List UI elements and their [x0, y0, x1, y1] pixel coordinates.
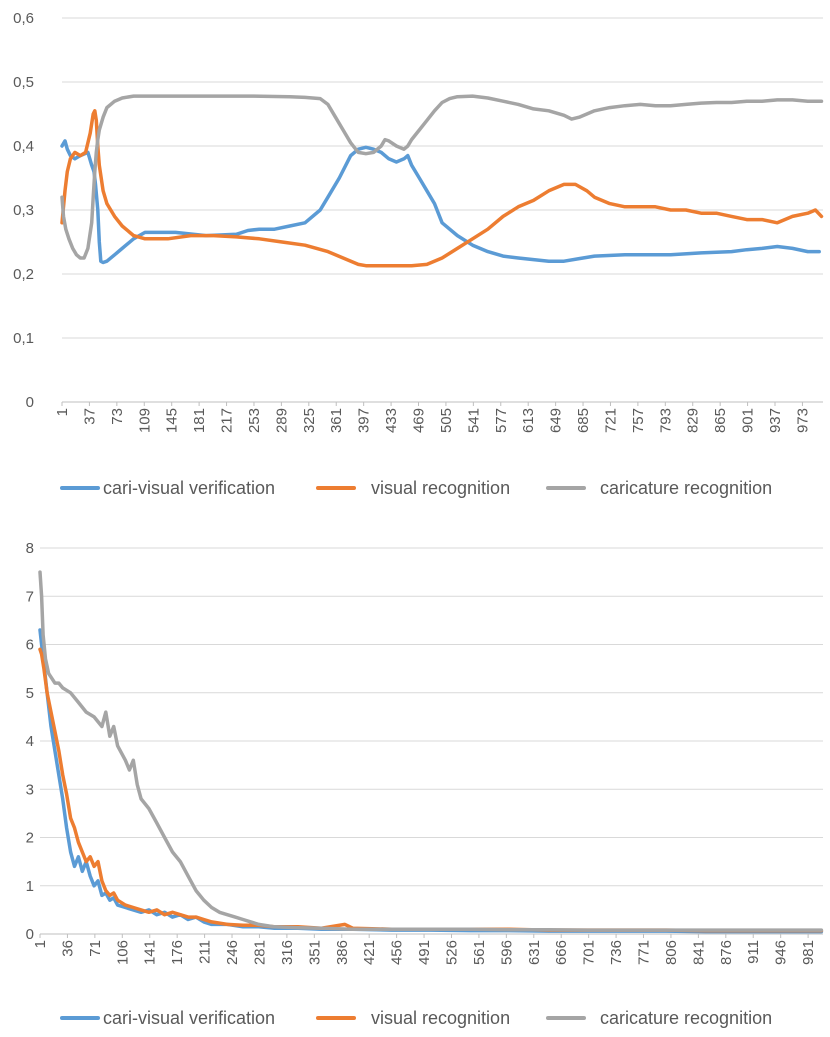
x-tick-label: 397: [356, 408, 373, 433]
x-tick-label: 505: [438, 408, 455, 433]
series-line-caricature-recognition: [60, 94, 824, 260]
y-tick-label: 0,6: [13, 10, 34, 27]
y-tick-label: 4: [26, 733, 34, 750]
x-tick-label: 361: [328, 408, 345, 433]
x-tick-label: 211: [197, 940, 214, 964]
x-tick-label: 71: [87, 940, 104, 957]
x-tick-label: 316: [279, 940, 296, 965]
y-tick-label: 5: [26, 685, 34, 702]
y-tick-label: 6: [26, 637, 34, 654]
x-tick-label: 973: [794, 408, 811, 433]
x-tick-label: 911: [745, 940, 762, 964]
x-tick-label: 181: [191, 408, 208, 433]
x-tick-label: 649: [548, 408, 565, 433]
x-tick-label: 541: [465, 408, 482, 433]
legend-label: caricature recognition: [600, 1008, 772, 1028]
x-tick-label: 561: [471, 940, 488, 965]
series-line-visual-recognition: [38, 647, 824, 933]
x-tick-label: 176: [169, 940, 186, 965]
y-tick-label: 0,4: [13, 138, 34, 155]
x-tick-label: 433: [383, 408, 400, 433]
y-tick-label: 7: [26, 588, 34, 605]
x-tick-label: 386: [334, 940, 351, 965]
x-tick-label: 73: [109, 408, 126, 425]
x-tick-label: 577: [493, 408, 510, 433]
legend-label: visual recognition: [371, 478, 510, 498]
y-tick-label: 0: [26, 926, 34, 943]
series-line-visual-recognition: [60, 109, 824, 268]
x-tick-label: 946: [773, 940, 790, 965]
x-tick-label: 736: [608, 940, 625, 965]
x-tick-label: 901: [740, 408, 757, 433]
x-tick-label: 421: [361, 940, 378, 965]
legend-label: cari-visual verification: [103, 478, 275, 498]
x-tick-label: 666: [553, 940, 570, 965]
x-tick-label: 721: [602, 408, 619, 433]
series-line-cari-visual-verification: [60, 139, 821, 265]
x-tick-label: 469: [411, 408, 428, 433]
y-tick-label: 3: [26, 781, 34, 798]
legend-label: visual recognition: [371, 1008, 510, 1028]
y-tick-label: 0,1: [13, 330, 34, 347]
x-tick-label: 876: [718, 940, 735, 965]
x-tick-label: 246: [224, 940, 241, 965]
x-tick-label: 106: [114, 940, 131, 965]
x-tick-label: 145: [164, 408, 181, 433]
x-tick-label: 253: [246, 408, 263, 433]
x-tick-label: 981: [800, 940, 817, 965]
x-tick-label: 217: [219, 408, 236, 433]
x-tick-label: 596: [498, 940, 515, 965]
x-tick-label: 865: [712, 408, 729, 433]
x-tick-label: 793: [657, 408, 674, 433]
x-tick-label: 829: [685, 408, 702, 433]
series-line-caricature-recognition: [38, 570, 824, 932]
y-tick-label: 0,5: [13, 74, 34, 91]
x-tick-label: 806: [663, 940, 680, 965]
x-tick-label: 325: [301, 408, 318, 433]
x-tick-label: 281: [251, 940, 268, 965]
x-tick-label: 141: [142, 940, 159, 965]
y-tick-label: 0: [26, 394, 34, 411]
x-tick-label: 526: [443, 940, 460, 965]
legend-label: caricature recognition: [600, 478, 772, 498]
series-line-cari-visual-verification: [38, 628, 824, 934]
x-tick-label: 351: [306, 940, 323, 965]
y-tick-label: 2: [26, 830, 34, 847]
x-tick-label: 685: [575, 408, 592, 433]
x-tick-label: 289: [273, 408, 290, 433]
x-tick-label: 771: [636, 940, 653, 965]
chart-top: 0 0,1 0,2 0,3 0,4 0,5 0,6 1 37 73 109 145 181 217 253 2…: [13, 10, 824, 498]
x-tick-label: 631: [526, 940, 543, 965]
x-tick-label: 841: [690, 940, 707, 965]
legend-label: cari-visual verification: [103, 1008, 275, 1028]
x-tick-label: 701: [581, 940, 598, 965]
y-tick-label: 8: [26, 540, 34, 557]
y-tick-label: 0,2: [13, 266, 34, 283]
x-tick-label: 491: [416, 940, 433, 965]
x-tick-label: 456: [389, 940, 406, 965]
y-tick-label: 0,3: [13, 202, 34, 219]
x-tick-label: 937: [767, 408, 784, 433]
x-tick-label: 37: [81, 408, 98, 425]
x-tick-label: 109: [136, 408, 153, 433]
x-tick-label: 613: [520, 408, 537, 433]
x-tick-label: 36: [59, 940, 76, 957]
y-tick-label: 1: [26, 878, 34, 895]
x-tick-label: 1: [32, 940, 49, 948]
x-tick-label: 757: [630, 408, 647, 433]
x-tick-label: 1: [54, 408, 71, 416]
